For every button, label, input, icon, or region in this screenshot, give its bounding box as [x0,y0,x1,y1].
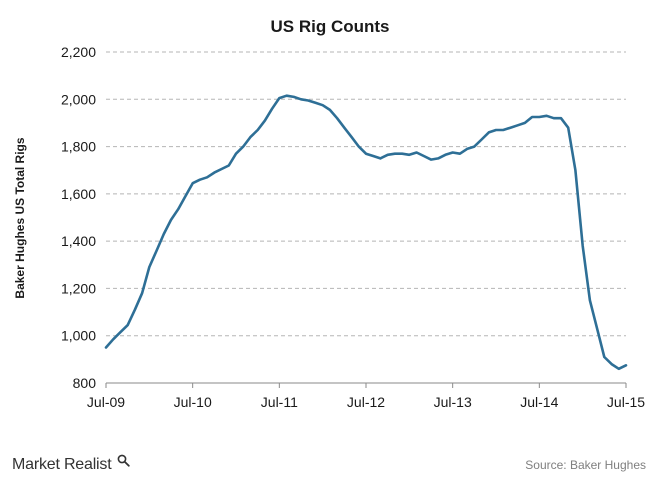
source-note: Source: Baker Hughes [525,458,646,472]
axes [105,382,627,388]
x-tick-label: Jul-09 [87,394,125,410]
magnifier-icon [117,454,130,467]
x-tick-label: Jul-15 [607,394,645,410]
x-tick-label: Jul-10 [174,394,212,410]
y-axis-label: Baker Hughes US Total Rigs [13,137,27,298]
y-tick-label: 1,600 [61,186,96,202]
brand-logo: Market Realist [12,454,130,474]
y-tick-label: 800 [73,375,97,391]
y-tick-label: 1,200 [61,280,96,296]
tick-labels: 800 1,000 1,200 1,400 1,600 1,800 2,000 2,200 Ju… [61,44,645,410]
brand-name: Market Realist [12,456,112,473]
x-tick-label: Jul-14 [520,394,558,410]
x-tick-label: Jul-12 [347,394,385,410]
series-line [104,94,628,371]
x-tick-label: Jul-13 [434,394,472,410]
grid [106,51,626,337]
y-tick-label: 1,800 [61,139,96,155]
y-tick-label: 2,000 [61,91,96,107]
x-tick-label: Jul-11 [261,394,298,410]
series-layer [104,94,628,371]
y-tick-label: 2,200 [61,44,96,60]
y-tick-label: 1,000 [61,328,96,344]
y-tick-label: 1,400 [61,233,96,249]
chart-title: US Rig Counts [271,17,390,36]
